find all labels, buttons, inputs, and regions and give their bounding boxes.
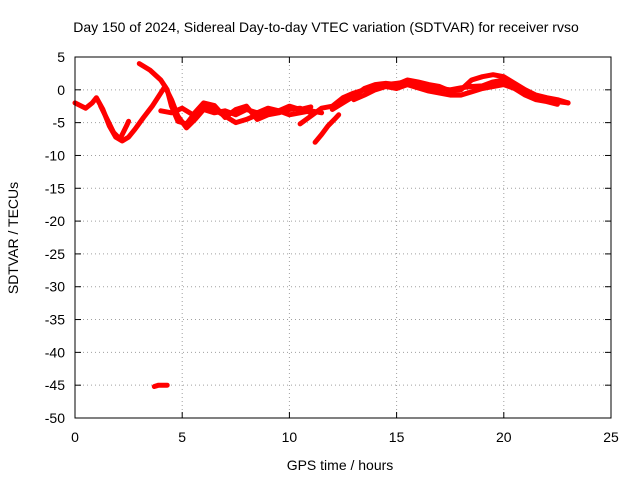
x-tick-label: 25	[603, 429, 619, 445]
x-tick-label: 5	[178, 429, 186, 445]
y-tick-label: 0	[57, 82, 65, 98]
grid	[75, 57, 611, 418]
x-tick-label: 20	[496, 429, 512, 445]
y-tick-label: -20	[45, 213, 65, 229]
y-tick-label: -10	[45, 147, 65, 163]
series-line-trace-outlier	[151, 382, 170, 389]
x-tick-label: 0	[71, 429, 79, 445]
chart-title: Day 150 of 2024, Sidereal Day-to-day VTE…	[73, 19, 579, 35]
y-tick-label: -25	[45, 246, 65, 262]
y-axis-label: SDTVAR / TECUs	[5, 182, 21, 294]
y-tick-label: 5	[57, 49, 65, 65]
data-series	[72, 61, 571, 389]
y-tick-label: -40	[45, 344, 65, 360]
series-line-trace-mid-wiggle	[158, 100, 314, 122]
series-line-trace-inner-wave	[98, 103, 132, 142]
x-tick-label: 10	[282, 429, 298, 445]
x-tick-label: 15	[389, 429, 405, 445]
x-axis-label: GPS time / hours	[287, 457, 394, 473]
y-tick-label: -5	[53, 115, 66, 131]
series-line-trace-upper-band	[329, 72, 571, 112]
series-line-trace-steep-rise	[312, 112, 342, 145]
y-tick-label: -35	[45, 312, 65, 328]
y-tick-label: -45	[45, 377, 65, 393]
plot-frame	[74, 56, 612, 419]
y-tick-label: -50	[45, 410, 65, 426]
y-tick-label: -30	[45, 279, 65, 295]
axis-ticks: 0 5 10 15 20 25 5 0 -5 -10 -15 -20 -25 -30 -35 -40 -45 -5…	[45, 49, 619, 445]
series-line-trace-lower-band	[351, 82, 560, 107]
y-tick-label: -15	[45, 180, 65, 196]
